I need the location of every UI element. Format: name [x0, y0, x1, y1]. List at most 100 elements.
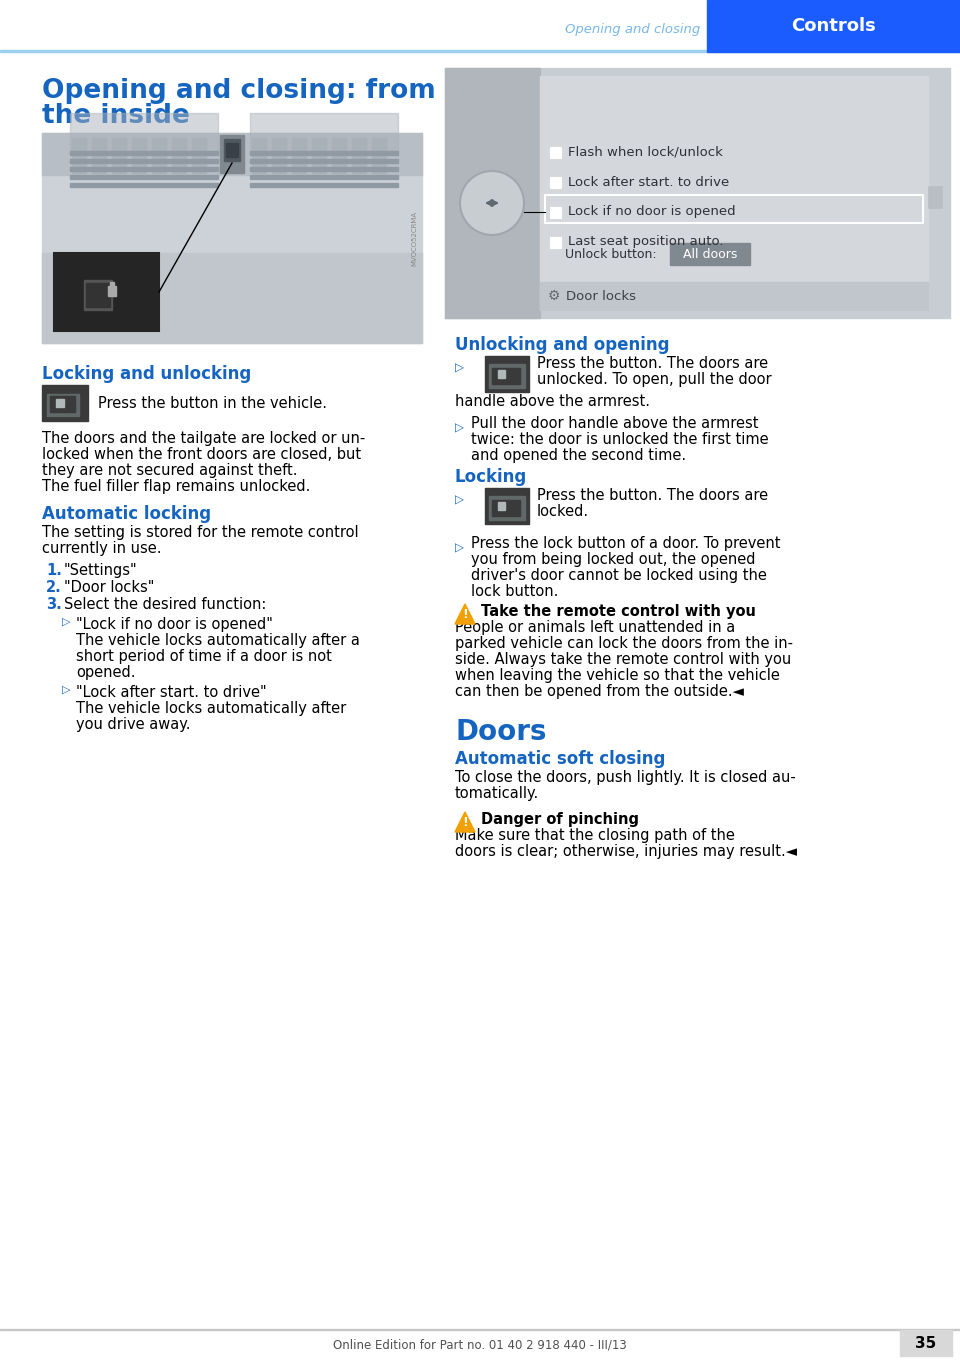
Bar [485, 488, 529, 524]
Text: "Lock if no door is opened": "Lock if no door is opened" [76, 617, 273, 632]
Bar [70, 151, 218, 155]
Text: MVOCO52CRMA: MVOCO52CRMA [411, 211, 417, 266]
Text: lock button.: lock button. [471, 584, 559, 599]
Bar [226, 143, 238, 157]
Bar [332, 138, 346, 173]
Bar [70, 168, 218, 172]
Text: Locking: Locking [455, 469, 527, 486]
Text: Press the lock button of a door. To prevent: Press the lock button of a door. To prev… [471, 537, 780, 552]
Text: Opening and closing: from: Opening and closing: from [42, 78, 436, 104]
Bar [42, 133, 422, 343]
Text: Press the button. The doors are: Press the button. The doors are [537, 488, 768, 503]
Text: currently in use.: currently in use. [42, 541, 161, 556]
Bar [70, 183, 218, 187]
Text: ▷: ▷ [455, 494, 464, 507]
Text: you drive away.: you drive away. [76, 716, 190, 731]
Text: Unlocking and opening: Unlocking and opening [455, 336, 669, 354]
Text: ▷: ▷ [62, 617, 70, 627]
Text: side. Always take the remote control with you: side. Always take the remote control wit… [455, 652, 791, 667]
Text: !: ! [462, 816, 468, 829]
Text: Pull the door handle above the armrest: Pull the door handle above the armrest [471, 415, 758, 430]
Text: Press the button. The doors are: Press the button. The doors are [537, 355, 768, 370]
Bar [250, 151, 398, 155]
Text: Make sure that the closing path of the: Make sure that the closing path of the [455, 828, 734, 843]
Bar [550, 177, 561, 188]
Bar [312, 138, 326, 173]
Text: Opening and closing: Opening and closing [564, 23, 700, 37]
Text: when leaving the vehicle so that the vehicle: when leaving the vehicle so that the veh… [455, 667, 780, 682]
Text: People or animals left unattended in a: People or animals left unattended in a [455, 620, 735, 635]
Text: the inside: the inside [42, 104, 190, 129]
Polygon shape [455, 812, 475, 832]
Text: "Door locks": "Door locks" [64, 580, 155, 595]
Bar [50, 396, 75, 411]
Bar [540, 76, 928, 311]
Bar [445, 68, 950, 317]
Bar [498, 370, 505, 379]
Bar [372, 138, 386, 173]
Bar [132, 138, 146, 173]
Bar [250, 168, 398, 172]
Text: Locking and unlocking: Locking and unlocking [42, 365, 252, 383]
Bar [224, 139, 240, 161]
Text: opened.: opened. [76, 665, 135, 680]
Text: All doors: All doors [683, 248, 737, 260]
Bar [670, 242, 750, 266]
Text: you from being locked out, the opened: you from being locked out, the opened [471, 552, 756, 567]
Text: Select the desired function:: Select the desired function: [64, 597, 266, 612]
Bar [250, 159, 398, 163]
Bar [42, 133, 422, 174]
Bar [250, 183, 398, 187]
Bar [70, 159, 218, 163]
Bar [900, 1331, 952, 1357]
Bar [492, 368, 520, 384]
Bar [47, 394, 79, 415]
Bar [110, 282, 114, 290]
Bar [54, 253, 159, 331]
Bar [42, 385, 88, 421]
Bar [928, 187, 942, 208]
Bar [152, 138, 166, 173]
Text: "Settings": "Settings" [64, 563, 137, 577]
Bar [84, 281, 112, 311]
Text: !: ! [462, 609, 468, 621]
Bar [112, 138, 126, 173]
Text: and opened the second time.: and opened the second time. [471, 448, 686, 463]
Bar [70, 113, 218, 153]
Bar [492, 500, 520, 516]
Bar [489, 364, 525, 388]
Text: parked vehicle can lock the doors from the in-: parked vehicle can lock the doors from t… [455, 636, 793, 651]
Text: The doors and the tailgate are locked or un-: The doors and the tailgate are locked or… [42, 430, 365, 445]
Text: The vehicle locks automatically after: The vehicle locks automatically after [76, 701, 347, 716]
Bar [252, 138, 266, 173]
Text: 3.: 3. [46, 597, 61, 612]
Text: Last seat position auto.: Last seat position auto. [568, 236, 724, 248]
Bar [485, 355, 529, 392]
Text: doors is clear; otherwise, injuries may result.◄: doors is clear; otherwise, injuries may … [455, 844, 797, 859]
Text: ⚙: ⚙ [548, 289, 561, 302]
Text: ▷: ▷ [62, 685, 70, 695]
Bar [550, 147, 561, 158]
Text: ▷: ▷ [455, 422, 464, 434]
Bar [250, 113, 398, 153]
Text: Controls: Controls [791, 16, 876, 35]
Text: short period of time if a door is not: short period of time if a door is not [76, 650, 332, 665]
Bar [172, 138, 186, 173]
Text: Take the remote control with you: Take the remote control with you [481, 603, 756, 618]
Bar [445, 68, 540, 317]
Text: Press the button in the vehicle.: Press the button in the vehicle. [98, 395, 327, 410]
Text: locked.: locked. [537, 504, 589, 519]
Text: can then be opened from the outside.◄: can then be opened from the outside.◄ [455, 684, 744, 699]
Text: Unlock button:: Unlock button: [565, 248, 657, 260]
Text: The setting is stored for the remote control: The setting is stored for the remote con… [42, 524, 359, 539]
Text: unlocked. To open, pull the door: unlocked. To open, pull the door [537, 372, 772, 387]
Bar [70, 174, 218, 178]
Bar [545, 195, 923, 223]
Text: 2.: 2. [46, 580, 61, 595]
Text: Lock after start. to drive: Lock after start. to drive [568, 176, 730, 188]
Text: Flash when lock/unlock: Flash when lock/unlock [568, 146, 723, 158]
Polygon shape [455, 603, 475, 624]
Bar [550, 237, 561, 248]
Text: locked when the front doors are closed, but: locked when the front doors are closed, … [42, 447, 361, 462]
Bar [86, 283, 110, 306]
